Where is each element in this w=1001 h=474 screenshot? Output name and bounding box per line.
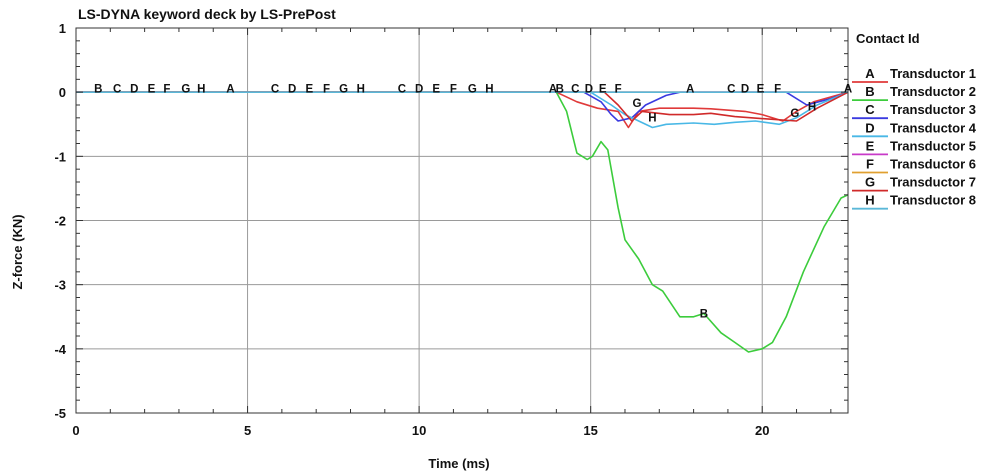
series-marker-label: G bbox=[633, 98, 642, 110]
legend-id: B bbox=[865, 84, 874, 99]
series-marker-label: A bbox=[549, 84, 557, 96]
series-marker-label: H bbox=[485, 84, 493, 96]
series-marker-label: H bbox=[808, 102, 816, 114]
x-tick-label: 20 bbox=[755, 423, 769, 438]
y-tick-label: -2 bbox=[54, 214, 66, 229]
series-marker-label: C bbox=[571, 84, 579, 96]
series-marker-label: G bbox=[468, 84, 477, 96]
series-marker-label: D bbox=[741, 84, 749, 96]
series-marker-label: E bbox=[148, 84, 156, 96]
legend: A Transductor 1 B Transductor 2 C Transductor… bbox=[852, 66, 977, 210]
y-tick-label: -5 bbox=[54, 406, 66, 421]
legend-id: G bbox=[865, 175, 875, 190]
series-marker-label: E bbox=[432, 84, 440, 96]
x-tick-label: 0 bbox=[72, 423, 79, 438]
series-marker-label: B bbox=[94, 84, 102, 96]
legend-label: Transductor 8 bbox=[890, 193, 976, 208]
y-tick-label: -1 bbox=[54, 149, 66, 164]
legend-id: C bbox=[865, 102, 875, 117]
series-marker-label: E bbox=[599, 84, 607, 96]
series-marker-label: H bbox=[648, 113, 656, 125]
series-marker-label: F bbox=[163, 84, 170, 96]
legend-title: Contact Id bbox=[856, 31, 920, 46]
series-marker-label: C bbox=[727, 84, 735, 96]
series-line-g bbox=[76, 91, 849, 122]
series-marker-label: C bbox=[398, 84, 406, 96]
series-marker-label: C bbox=[271, 84, 279, 96]
legend-label: Transductor 6 bbox=[890, 157, 976, 172]
series-marker-label: D bbox=[585, 84, 593, 96]
series-marker-label: E bbox=[305, 84, 313, 96]
legend-label: Transductor 4 bbox=[890, 120, 977, 135]
legend-id: F bbox=[866, 157, 874, 172]
y-tick-label: -4 bbox=[54, 342, 66, 357]
y-tick-label: -3 bbox=[54, 278, 66, 293]
series-marker-label: A bbox=[686, 84, 694, 96]
series-marker-label: H bbox=[197, 84, 205, 96]
y-tick-label: 0 bbox=[59, 85, 66, 100]
chart-title: LS-DYNA keyword deck by LS-PrePost bbox=[78, 6, 336, 22]
series-marker-label: G bbox=[339, 84, 348, 96]
series-layer bbox=[76, 91, 849, 353]
series-marker-label: F bbox=[323, 84, 330, 96]
y-tick-label: 1 bbox=[59, 21, 66, 36]
series-marker-label: F bbox=[774, 84, 781, 96]
x-tick-label: 10 bbox=[412, 423, 426, 438]
series-marker-label: B bbox=[700, 308, 708, 320]
legend-label: Transductor 5 bbox=[890, 138, 976, 153]
series-marker-label: C bbox=[113, 84, 121, 96]
legend-id: D bbox=[865, 120, 874, 135]
x-tick-label: 15 bbox=[583, 423, 597, 438]
legend-id: H bbox=[865, 193, 874, 208]
y-axis-label: Z-force (KN) bbox=[10, 214, 25, 289]
series-line-c bbox=[76, 91, 849, 122]
series-line-b bbox=[76, 91, 849, 353]
series-marker-label: D bbox=[288, 84, 296, 96]
series-marker-label: F bbox=[615, 84, 622, 96]
legend-id: A bbox=[865, 66, 875, 81]
x-tick-label: 5 bbox=[244, 423, 251, 438]
legend-label: Transductor 7 bbox=[890, 175, 976, 190]
series-marker-label: D bbox=[415, 84, 423, 96]
legend-label: Transductor 2 bbox=[890, 84, 976, 99]
series-line-a bbox=[76, 91, 849, 129]
series-marker-label: D bbox=[130, 84, 138, 96]
series-marker-label: H bbox=[357, 84, 365, 96]
legend-label: Transductor 1 bbox=[890, 66, 976, 81]
series-marker-label: G bbox=[790, 108, 799, 120]
series-marker-label: F bbox=[450, 84, 457, 96]
series-marker-label: B bbox=[556, 84, 564, 96]
series-marker-label: E bbox=[757, 84, 765, 96]
legend-label: Transductor 3 bbox=[890, 102, 976, 117]
series-marker-label: A bbox=[226, 84, 234, 96]
x-axis-label: Time (ms) bbox=[428, 456, 489, 471]
series-marker-label: G bbox=[181, 84, 190, 96]
series-marker-label: A bbox=[844, 84, 852, 96]
legend-id: E bbox=[866, 138, 875, 153]
